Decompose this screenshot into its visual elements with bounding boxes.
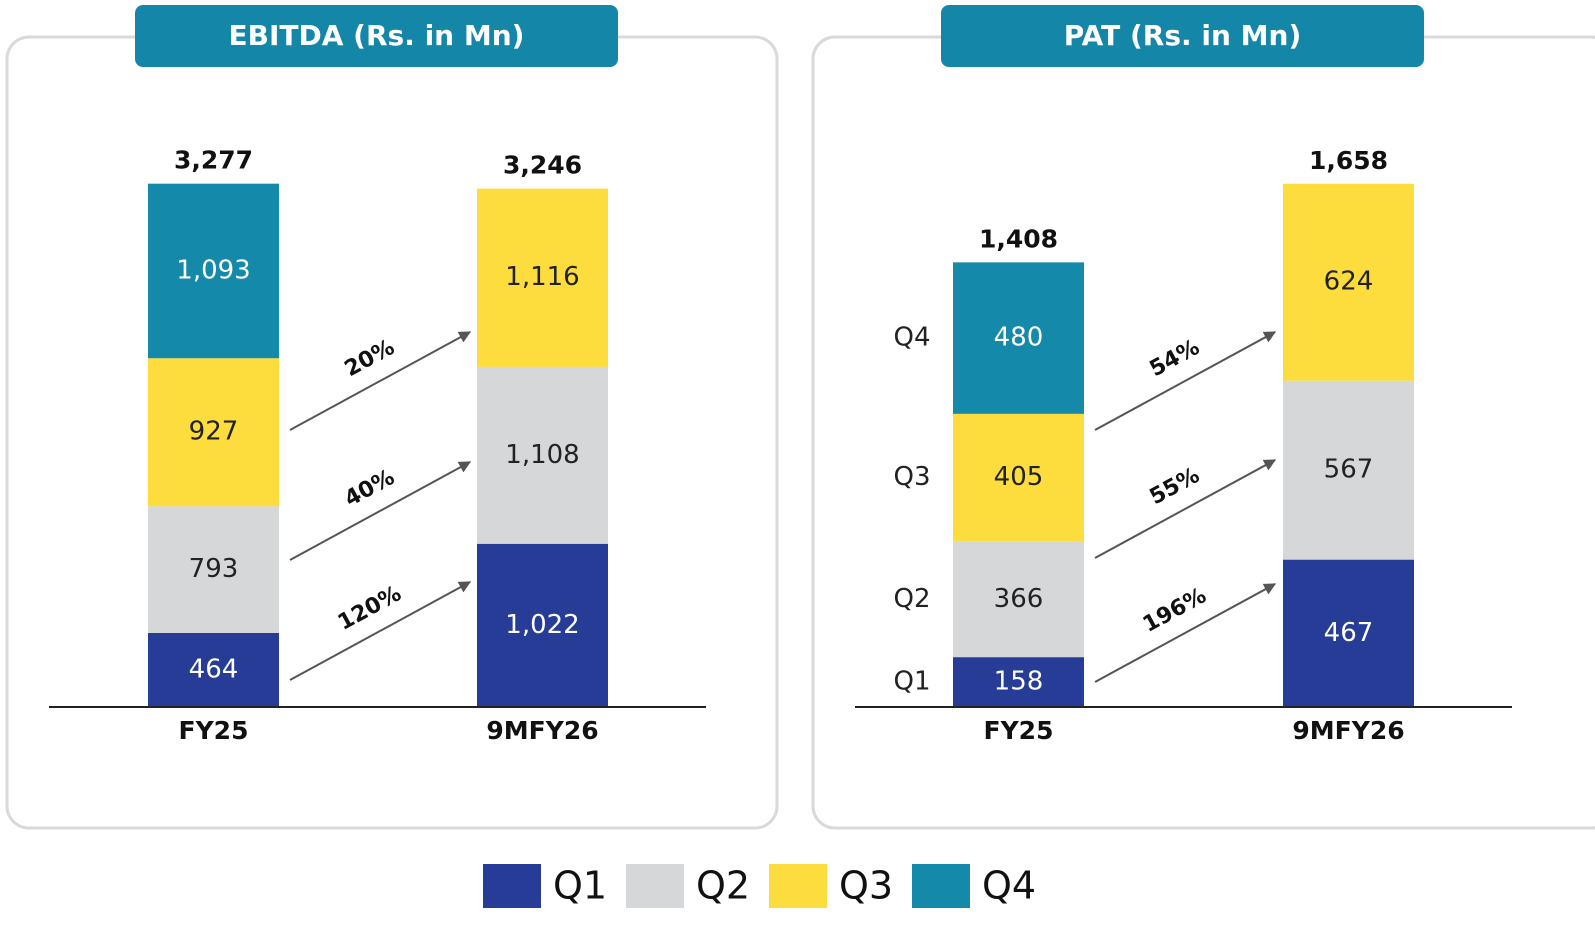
growth-label: 196%	[1139, 583, 1211, 637]
x-tick-label: FY25	[179, 716, 249, 745]
series-label: Q4	[893, 323, 930, 353]
growth-label: 120%	[334, 581, 406, 635]
growth-arrow	[1094, 583, 1277, 683]
bar-segment	[953, 262, 1084, 414]
growth-arrow	[1094, 331, 1277, 431]
legend-swatch	[483, 864, 541, 908]
bar-segment	[148, 358, 279, 507]
value-label: 927	[189, 417, 239, 447]
legend-label: Q1	[553, 864, 607, 908]
value-label: 793	[189, 554, 239, 584]
total-label: 3,246	[503, 151, 582, 180]
growth-arrow	[289, 461, 472, 561]
total-label: 3,277	[174, 146, 253, 175]
value-label: 1,093	[176, 255, 250, 285]
panel	[811, 35, 1595, 830]
growth-arrow	[289, 581, 472, 681]
growth-arrow	[1094, 459, 1277, 559]
value-label: 1,022	[505, 610, 579, 640]
value-label: 1,116	[505, 262, 579, 292]
bar-segment	[477, 188, 608, 367]
x-tick-label: 9MFY26	[1292, 716, 1404, 745]
title-tab	[941, 5, 1424, 67]
chart-title: PAT (Rs. in Mn)	[1064, 19, 1302, 52]
x-tick-label: FY25	[984, 716, 1054, 745]
legend-label: Q4	[982, 864, 1036, 908]
bar-segment	[953, 657, 1084, 707]
x-tick-label: 9MFY26	[486, 716, 598, 745]
total-label: 1,658	[1309, 146, 1388, 175]
bar-segment	[148, 183, 279, 359]
value-label: 624	[1324, 267, 1374, 297]
legend-swatch	[626, 864, 684, 908]
title-tab	[135, 5, 618, 67]
series-label: Q1	[893, 667, 930, 697]
bar-segment	[953, 413, 1084, 542]
value-label: 405	[994, 462, 1044, 492]
legend-swatch	[912, 864, 970, 908]
panel	[5, 35, 779, 830]
bar-segment	[148, 632, 279, 707]
legend-label: Q3	[839, 864, 893, 908]
bar-segment	[477, 366, 608, 544]
bar-segment	[1283, 183, 1414, 381]
legend-swatch	[769, 864, 827, 908]
total-label: 1,408	[979, 225, 1058, 254]
value-label: 567	[1324, 455, 1374, 485]
bar-segment	[148, 506, 279, 633]
bar-segment	[1283, 380, 1414, 560]
series-label: Q2	[893, 584, 930, 614]
value-label: 1,108	[505, 440, 579, 470]
bar-segment	[477, 543, 608, 707]
value-label: 467	[1324, 618, 1374, 648]
legend-label: Q2	[696, 864, 750, 908]
series-label: Q3	[893, 462, 930, 492]
value-label: 480	[994, 323, 1044, 353]
bar-segment	[1283, 559, 1414, 707]
value-label: 464	[189, 654, 239, 684]
value-label: 158	[994, 667, 1044, 697]
value-label: 366	[994, 584, 1044, 614]
growth-arrow	[289, 331, 472, 431]
chart-title: EBITDA (Rs. in Mn)	[229, 19, 525, 52]
bar-segment	[953, 541, 1084, 658]
